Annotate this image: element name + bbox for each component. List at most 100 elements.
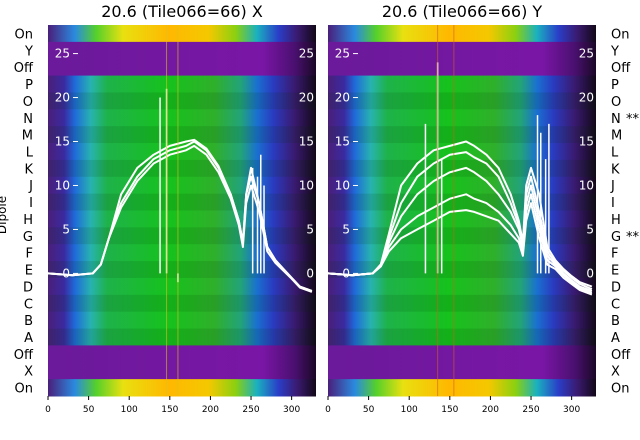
overlay-tick-label-right: 5 <box>586 222 594 236</box>
heatmap-row-shade <box>48 227 316 245</box>
heatmap-row-shade <box>48 328 316 346</box>
overlay-tick-label-right: 0 <box>586 266 594 280</box>
overlay-tick-label-right: 20 <box>579 91 594 105</box>
row-label: X <box>24 365 33 380</box>
heatmap-row-h <box>328 210 596 228</box>
heatmap-row-p <box>328 75 596 93</box>
heatmap-row-k <box>48 159 316 178</box>
row-label: B <box>24 314 33 329</box>
overlay-tick-label-right: 0 <box>306 266 314 280</box>
overlay-series-line <box>47 144 313 293</box>
heatmap-row-shade <box>328 92 596 110</box>
heatmap-row-shade <box>328 328 596 346</box>
row-label: J <box>28 179 33 194</box>
heatmap-row-on <box>328 379 596 397</box>
heatmap-row-b <box>48 311 316 330</box>
row-label: K <box>611 162 620 177</box>
overlay-tick-label: 20 <box>335 91 350 105</box>
chart-title: 20.6 (Tile066=66) X <box>101 2 263 21</box>
heatmap-row-off <box>48 58 316 77</box>
heatmap-row-j <box>48 176 316 195</box>
row-label: D <box>611 280 621 295</box>
heatmap-row-c <box>48 294 316 313</box>
x-tick-label: 50 <box>363 405 375 415</box>
x-tick-label: 300 <box>283 405 300 415</box>
heatmap-row-shade <box>48 126 316 144</box>
heatmap-row-d <box>328 277 596 296</box>
row-label: C <box>611 297 620 312</box>
row-label: A <box>24 331 33 346</box>
heatmap-row-o <box>328 92 596 110</box>
row-label: On <box>611 382 629 397</box>
row-label: N <box>23 112 33 127</box>
row-label: O <box>23 95 33 110</box>
heatmap-row-f <box>48 244 316 262</box>
row-label: I <box>611 196 615 211</box>
row-flag: ** <box>626 230 640 245</box>
heatmap-row-c <box>328 294 596 313</box>
row-label: F <box>611 247 618 262</box>
heatmap-row-shade <box>328 261 596 279</box>
overlay-tick-label: 0 <box>62 266 70 280</box>
row-label: D <box>23 280 33 295</box>
row-label: A <box>611 331 620 346</box>
panel-x: 20.6 (Tile066=66) X On Y Off PONMLKJIHGFEDCB… <box>0 2 316 415</box>
heatmap-row-y <box>48 41 316 60</box>
row-label: K <box>24 162 33 177</box>
heatmap-row-n <box>48 109 316 127</box>
heatmap-row-j <box>328 176 596 195</box>
row-label: E <box>611 264 619 279</box>
overlay-tick-label: 5 <box>342 222 350 236</box>
overlay-tick-label: 5 <box>62 222 70 236</box>
heatmap-row-m <box>48 126 316 144</box>
overlay-tick-label-right: 15 <box>299 135 314 149</box>
heatmap-row-o <box>48 92 316 110</box>
heatmap-row-on <box>48 379 316 397</box>
row-label: F <box>26 247 33 262</box>
heatmap-row-i <box>48 193 316 211</box>
overlay-tick-label: 15 <box>55 135 70 149</box>
row-label: E <box>25 264 33 279</box>
heatmap-row-g <box>48 227 316 245</box>
overlay-series-line <box>327 202 593 296</box>
overlay-tick-label-right: 10 <box>299 178 314 192</box>
row-label: Off <box>14 348 34 363</box>
heatmap-row-x <box>328 362 596 380</box>
heatmap-row-off <box>48 345 316 363</box>
x-tick-label: 0 <box>45 405 51 415</box>
y-axis-label: Dipole <box>0 196 9 234</box>
row-label: P <box>611 78 619 93</box>
overlay-series-line <box>327 151 593 291</box>
row-label: G <box>23 230 33 245</box>
chart-title: 20.6 (Tile066=66) Y <box>382 2 543 21</box>
overlay-tick-label: 10 <box>55 178 70 192</box>
heatmap-row-d <box>48 277 316 296</box>
heatmap-row-a <box>328 328 596 346</box>
row-label: N <box>611 112 621 127</box>
overlay-tick-label: 0 <box>342 266 350 280</box>
x-tick-label: 200 <box>202 405 219 415</box>
row-label: Off <box>611 61 631 76</box>
heatmap-row-shade <box>328 227 596 245</box>
overlay-tick-label-right: 25 <box>299 47 314 61</box>
heatmap-row-shade <box>48 159 316 178</box>
heatmap-row-e <box>328 261 596 279</box>
overlay-series-line <box>327 166 593 292</box>
heatmap-row-on <box>48 25 316 43</box>
row-flag: ** <box>626 112 640 127</box>
heatmap-row-shade <box>48 294 316 313</box>
row-label: G <box>611 230 621 245</box>
heatmap-row-m <box>328 126 596 144</box>
x-tick-label: 250 <box>522 405 539 415</box>
x-tick-label: 250 <box>242 405 259 415</box>
overlay-tick-label-right: 10 <box>579 178 594 192</box>
x-tick-label: 300 <box>563 405 580 415</box>
overlay-tick-label: 20 <box>55 91 70 105</box>
x-tick-label: 100 <box>401 405 418 415</box>
overlay-series-line <box>327 193 593 294</box>
heatmap-row-shade <box>328 294 596 313</box>
x-tick-label: 100 <box>121 405 138 415</box>
overlay-tick-label: 10 <box>335 178 350 192</box>
